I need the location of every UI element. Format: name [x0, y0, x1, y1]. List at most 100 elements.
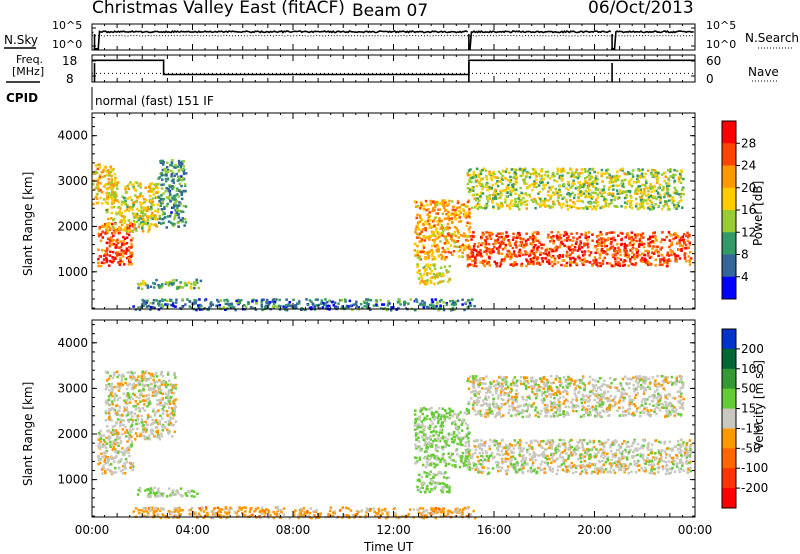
echo-cell [237, 298, 240, 302]
echo-cell [461, 208, 465, 211]
echo-cell [424, 220, 427, 223]
echo-cell [148, 200, 152, 203]
echo-cell [532, 256, 536, 260]
echo-cell [147, 397, 151, 400]
echo-cell [500, 259, 504, 262]
echo-cell [648, 262, 651, 265]
echo-cell [194, 512, 197, 516]
echo-cell [109, 374, 112, 378]
echo-cell [114, 392, 117, 395]
echo-cell [482, 259, 485, 263]
echo-cell [172, 181, 176, 184]
echo-cell [471, 253, 474, 256]
echo-cell [634, 236, 637, 239]
echo-cell [174, 383, 177, 387]
echo-cell [507, 187, 510, 190]
echo-cell [446, 227, 450, 231]
echo-cell [491, 193, 495, 197]
echo-cell [529, 258, 532, 261]
echo-cell [472, 173, 475, 176]
echo-cell [161, 424, 164, 428]
echo-cell [631, 255, 634, 259]
echo-cell [102, 258, 106, 261]
echo-cell [140, 215, 144, 218]
echo-cell [142, 378, 145, 381]
echo-cell [569, 238, 572, 242]
echo-cell [421, 249, 424, 252]
echo-cell [553, 249, 557, 253]
echo-cell [432, 231, 436, 234]
echo-cell [561, 255, 564, 258]
echo-cell [104, 370, 108, 374]
echo-cell [481, 231, 485, 235]
echo-cell [218, 303, 221, 307]
echo-cell [106, 210, 109, 214]
echo-cell [577, 192, 580, 196]
echo-cell [177, 516, 180, 519]
echo-cell [673, 168, 676, 172]
echo-cell [613, 264, 616, 268]
echo-cell [112, 168, 115, 171]
echo-cell [444, 208, 448, 212]
echo-cell [520, 167, 524, 171]
echo-cell [600, 194, 603, 198]
echo-cell [168, 280, 171, 284]
echo-cell [153, 509, 157, 513]
echo-cell [422, 244, 425, 247]
echo-cell [162, 161, 165, 164]
echo-cell [621, 232, 624, 235]
echo-cell [134, 419, 138, 422]
echo-cell [456, 206, 459, 210]
echo-cell [465, 514, 469, 518]
echo-cell [166, 282, 169, 285]
echo-cell [646, 198, 650, 201]
echo-cell [433, 240, 436, 244]
echo-cell [595, 263, 598, 267]
echo-cell [611, 180, 614, 184]
echo-cell [99, 239, 103, 242]
echo-cell [498, 264, 502, 268]
echo-cell [280, 508, 283, 512]
echo-cell [466, 254, 469, 257]
echo-cell [425, 509, 428, 512]
echo-cell [607, 205, 610, 208]
echo-cell [150, 207, 153, 211]
echo-cell [123, 453, 126, 457]
echo-cell [131, 462, 135, 465]
echo-cell [561, 174, 564, 177]
echo-cell [463, 308, 466, 312]
echo-cell [105, 436, 108, 440]
echo-cell [192, 513, 196, 516]
echo-cell [162, 221, 165, 225]
echo-cell [153, 421, 156, 424]
echo-cell [474, 261, 477, 265]
echo-cell [481, 192, 485, 195]
echo-cell [504, 255, 507, 259]
echo-cell [433, 277, 437, 280]
echo-cell [582, 263, 585, 266]
echo-cell [173, 373, 176, 376]
echo-cell [104, 419, 108, 422]
echo-cell [630, 196, 633, 199]
echo-cell [464, 441, 468, 444]
echo-cell [679, 243, 683, 247]
echo-cell [495, 262, 499, 265]
echo-cell [308, 299, 312, 302]
echo-cell [184, 221, 188, 224]
echo-cell [460, 246, 463, 249]
echo-cell [443, 265, 447, 268]
echo-cell [118, 210, 121, 213]
echo-cell [99, 182, 102, 185]
echo-cell [556, 199, 560, 202]
echo-cell [377, 507, 381, 511]
echo-cell [593, 260, 596, 263]
echo-cell [465, 452, 468, 455]
echo-cell [523, 180, 526, 183]
echo-cell [435, 302, 439, 305]
echo-cell [416, 236, 419, 239]
echo-cell [461, 255, 464, 259]
echo-cell [432, 233, 435, 236]
echo-cell [419, 232, 422, 235]
echo-cell [497, 241, 500, 245]
echo-cell [130, 198, 134, 202]
